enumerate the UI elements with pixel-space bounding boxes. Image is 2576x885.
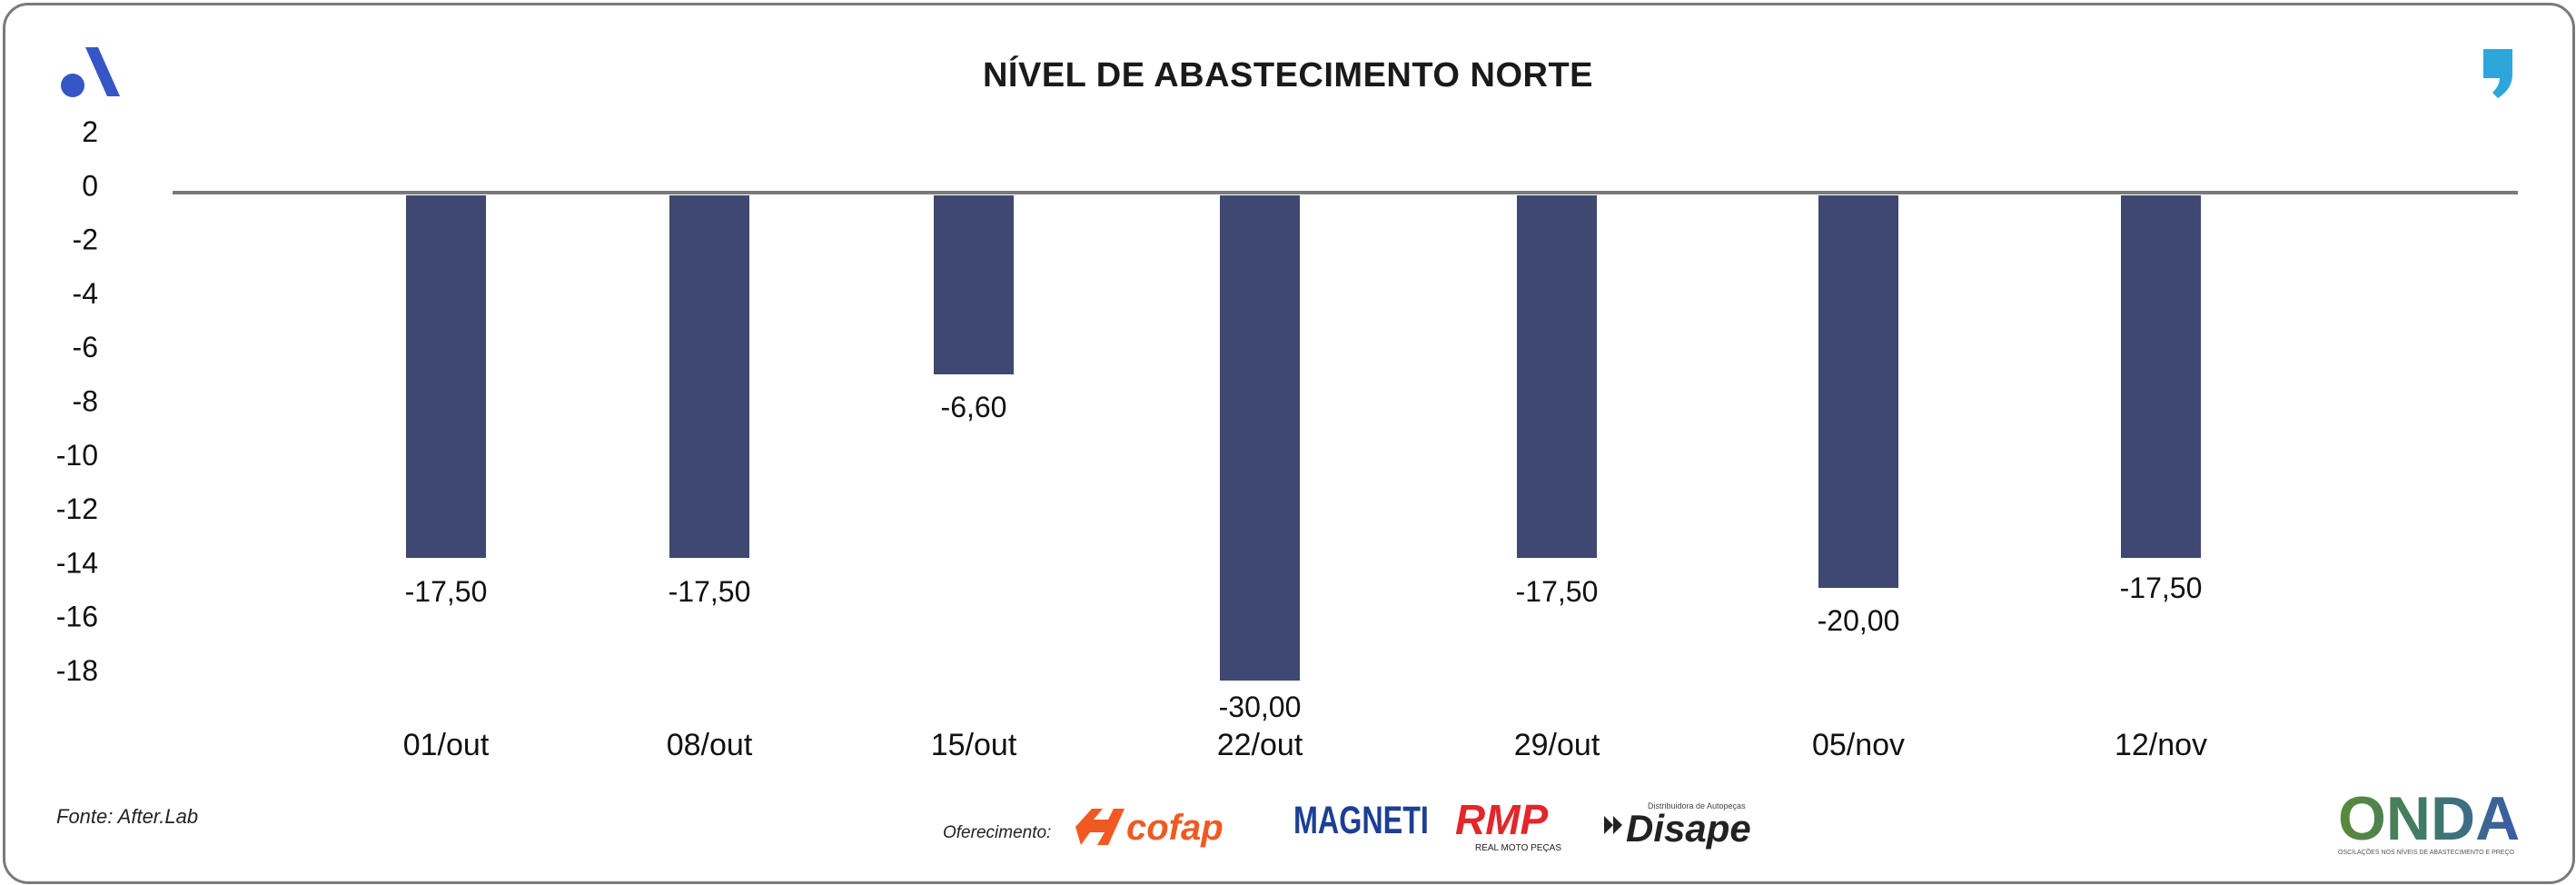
bar [1220, 195, 1300, 681]
x-tick-label: 22/out [1217, 728, 1303, 762]
y-tick-label: -14 [56, 546, 98, 579]
x-tick-label: 01/out [403, 728, 490, 762]
x-tick-label: 08/out [667, 728, 753, 762]
y-tick-label: -8 [73, 385, 98, 418]
chart-title: NÍVEL DE ABASTECIMENTO NORTE [982, 56, 1594, 94]
bars [406, 195, 2201, 681]
bar [669, 195, 749, 558]
bar [934, 195, 1014, 374]
cofap-wordmark: cofap [1126, 808, 1224, 848]
y-tick-label: -4 [73, 277, 98, 310]
y-tick-label: -2 [73, 224, 98, 256]
data-label: -20,00 [1818, 604, 1900, 637]
x-tick-label: 29/out [1514, 728, 1600, 762]
rmp-wordmark: RMP [1455, 798, 1549, 843]
marelli-wordmark: MAGNETI MARELLI [1293, 799, 1430, 841]
y-tick-label: -18 [56, 654, 98, 687]
after-lab-logo-icon [60, 40, 124, 104]
disape-wordmark: Disape [1626, 807, 1751, 850]
bar [2121, 195, 2201, 558]
bar [1818, 195, 1898, 588]
onda-tagline: OSCILAÇÕES NOS NÍVEIS DE ABASTECIMENTO E… [2338, 848, 2515, 856]
y-tick-label: -10 [56, 439, 98, 472]
source-note: Fonte: After.Lab [56, 805, 199, 828]
y-tick-label: -16 [56, 601, 98, 633]
sponsor-label: Oferecimento: [943, 823, 1052, 842]
data-label: -17,50 [2120, 572, 2203, 604]
data-label: -6,60 [941, 391, 1007, 423]
disape-logo: Distribuidora de Autopeças Disape [1602, 796, 1784, 860]
data-label: -17,50 [669, 575, 751, 608]
onda-logo: ONDA OSCILAÇÕES NOS NÍVEIS DE ABASTECIME… [2334, 784, 2525, 860]
bar [406, 195, 486, 558]
quote-mark-icon [2480, 47, 2516, 100]
y-tick-label: -12 [56, 492, 98, 525]
onda-wordmark: ONDA [2338, 787, 2520, 853]
x-tick-label: 05/nov [1812, 728, 1905, 762]
data-label: -17,50 [405, 575, 488, 608]
bar [1517, 195, 1597, 558]
data-label: -17,50 [1516, 575, 1599, 608]
disape-subtext: Distribuidora de Autopeças [1648, 801, 1746, 810]
data-labels: -17,50 -17,50 -6,60 -30,00 -17,50 -20,00 -17,5… [405, 391, 2203, 723]
x-tick-label: 15/out [931, 728, 1017, 762]
y-tick-label: 2 [82, 115, 98, 148]
rmp-logo: RMP REAL MOTO PEÇAS [1453, 796, 1590, 860]
y-axis-ticks: 2 0 -2 -4 -6 -8 -10 -12 -14 -16 -18 [56, 115, 98, 687]
data-label: -30,00 [1219, 691, 1302, 723]
x-axis-labels: 01/out 08/out 15/out 22/out 29/out 05/nov 12/n… [403, 728, 2207, 762]
rmp-subtext: REAL MOTO PEÇAS [1475, 843, 1561, 853]
cofap-logo: cofap [1072, 800, 1272, 859]
x-tick-label: 12/nov [2115, 728, 2207, 762]
y-tick-label: 0 [82, 169, 98, 202]
y-tick-label: -6 [73, 331, 98, 363]
magneti-marelli-logo: MAGNETI MARELLI [1293, 792, 1567, 870]
